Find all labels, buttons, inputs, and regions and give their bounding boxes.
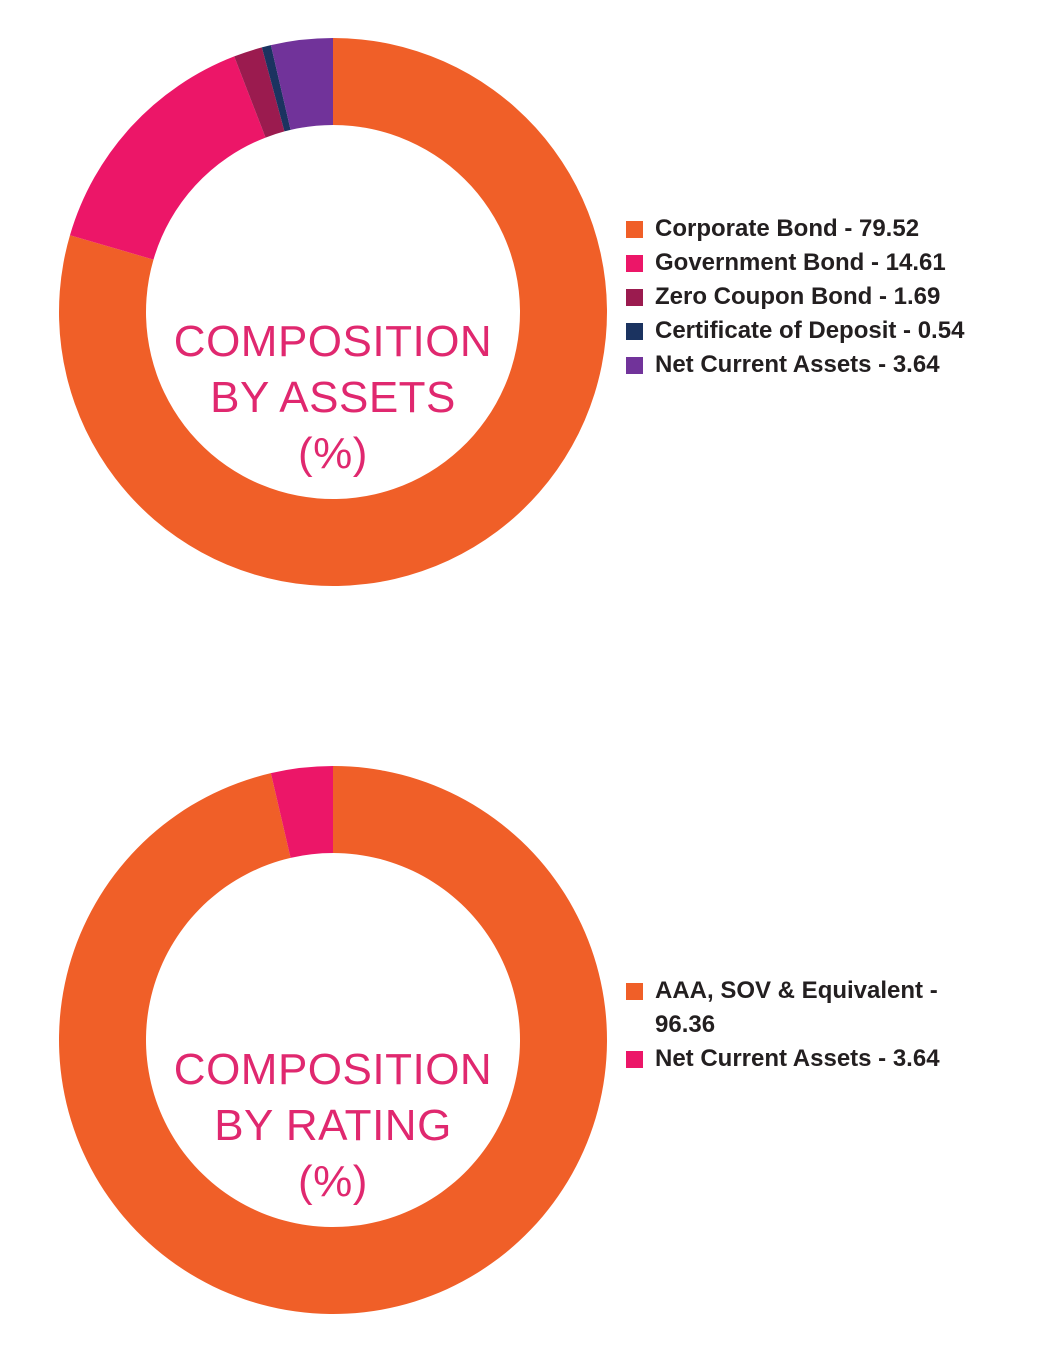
rating-title-line-1: COMPOSITION bbox=[173, 1045, 493, 1094]
donut-slice-net-current-assets bbox=[270, 766, 333, 858]
donut-slice-zero-coupon-bond bbox=[234, 47, 285, 138]
legend-item-zero-coupon-bond: Zero Coupon Bond - 1.69 bbox=[626, 280, 1026, 314]
assets-legend: Corporate Bond - 79.52 Government Bond -… bbox=[626, 212, 1026, 382]
legend-swatch bbox=[626, 221, 643, 238]
assets-chart-title: COMPOSITION BY ASSETS (%) bbox=[147, 314, 519, 482]
donut-slice-corporate-bond bbox=[58, 38, 607, 586]
legend-label: Corporate Bond - 79.52 bbox=[655, 215, 920, 242]
legend-item-government-bond: Government Bond - 14.61 bbox=[626, 246, 1026, 280]
legend-swatch bbox=[626, 1051, 643, 1068]
assets-title-line-1: COMPOSITION bbox=[173, 317, 493, 366]
legend-label: Net Current Assets - 3.64 bbox=[655, 1045, 940, 1072]
legend-swatch bbox=[626, 357, 643, 374]
rating-legend: AAA, SOV & Equivalent - 96.36 Net Curren… bbox=[626, 974, 986, 1076]
donut-slice-certificate-of-deposit bbox=[261, 45, 291, 132]
legend-swatch bbox=[626, 983, 643, 1000]
legend-swatch bbox=[626, 255, 643, 272]
legend-label: Net Current Assets - 3.64 bbox=[655, 351, 940, 378]
composition-by-rating-chart: COMPOSITION BY RATING (%) AAA, SOV & Equ… bbox=[0, 748, 1049, 1348]
legend-item-aaa-sov-equivalent: AAA, SOV & Equivalent - 96.36 bbox=[626, 974, 986, 1042]
assets-title-line-3: (%) bbox=[298, 429, 368, 478]
legend-swatch bbox=[626, 289, 643, 306]
legend-item-net-current-assets: Net Current Assets - 3.64 bbox=[626, 348, 1026, 382]
legend-item-certificate-of-deposit: Certificate of Deposit - 0.54 bbox=[626, 314, 1026, 348]
donut-slice-government-bond bbox=[69, 56, 266, 260]
assets-title-line-2: BY ASSETS bbox=[210, 373, 456, 422]
assets-donut bbox=[58, 38, 607, 586]
rating-title-line-3: (%) bbox=[298, 1157, 368, 1206]
composition-by-assets-chart: COMPOSITION BY ASSETS (%) Corporate Bond… bbox=[0, 20, 1049, 620]
legend-label: Certificate of Deposit - 0.54 bbox=[655, 317, 965, 344]
legend-label: Government Bond - 14.61 bbox=[655, 249, 946, 276]
legend-item-net-current-assets: Net Current Assets - 3.64 bbox=[626, 1042, 986, 1076]
donut-slice-aaa-sov-equivalent bbox=[58, 766, 607, 1314]
rating-chart-title: COMPOSITION BY RATING (%) bbox=[147, 1042, 519, 1210]
rating-title-line-2: BY RATING bbox=[214, 1101, 452, 1150]
donut-slice-net-current-assets bbox=[270, 38, 333, 130]
legend-item-corporate-bond: Corporate Bond - 79.52 bbox=[626, 212, 1026, 246]
legend-label: AAA, SOV & Equivalent - 96.36 bbox=[655, 977, 938, 1038]
legend-swatch bbox=[626, 323, 643, 340]
legend-label: Zero Coupon Bond - 1.69 bbox=[655, 283, 941, 310]
rating-donut bbox=[58, 766, 607, 1314]
